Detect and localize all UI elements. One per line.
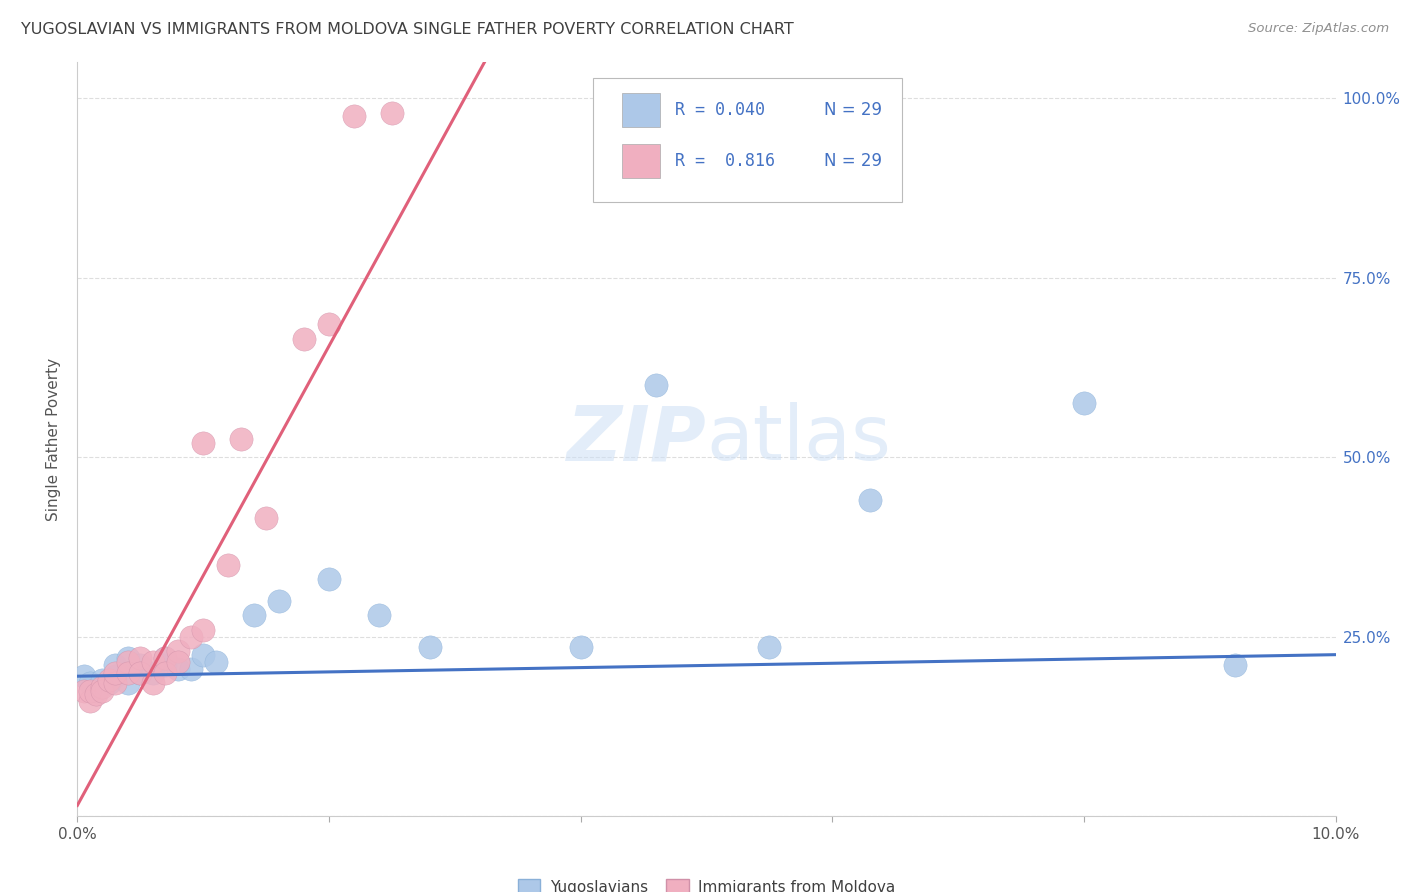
- Point: [204, 655, 226, 669]
- Y-axis label: Single Father Poverty: Single Father Poverty: [46, 358, 62, 521]
- Point: [318, 318, 340, 332]
- Point: [318, 572, 340, 586]
- Text: YUGOSLAVIAN VS IMMIGRANTS FROM MOLDOVA SINGLE FATHER POVERTY CORRELATION CHART: YUGOSLAVIAN VS IMMIGRANTS FROM MOLDOVA S…: [21, 22, 794, 37]
- Point: [569, 640, 592, 655]
- Point: [117, 655, 139, 669]
- Point: [104, 676, 127, 690]
- Point: [142, 665, 165, 680]
- Point: [191, 623, 215, 637]
- Point: [97, 676, 120, 690]
- Point: [155, 651, 177, 665]
- Point: [117, 665, 139, 680]
- Point: [72, 669, 94, 683]
- Point: [180, 662, 202, 676]
- Point: [381, 105, 404, 120]
- Point: [191, 436, 215, 450]
- Point: [368, 608, 391, 623]
- Point: [79, 694, 101, 708]
- Point: [292, 332, 315, 346]
- Point: [104, 669, 127, 683]
- Point: [97, 673, 120, 687]
- Point: [343, 109, 366, 123]
- Point: [229, 433, 252, 447]
- Text: Source: ZipAtlas.com: Source: ZipAtlas.com: [1249, 22, 1389, 36]
- Point: [1223, 658, 1246, 673]
- Point: [79, 676, 101, 690]
- Point: [155, 651, 177, 665]
- Point: [254, 511, 277, 525]
- Point: [217, 558, 239, 572]
- Point: [191, 648, 215, 662]
- Point: [72, 683, 94, 698]
- Point: [129, 665, 152, 680]
- Point: [645, 378, 668, 392]
- Text: N = 29: N = 29: [824, 153, 882, 170]
- Text: N = 29: N = 29: [824, 101, 882, 119]
- Point: [155, 665, 177, 680]
- Point: [1073, 396, 1095, 410]
- Point: [84, 683, 107, 698]
- Point: [91, 683, 114, 698]
- Point: [79, 683, 101, 698]
- Point: [104, 665, 127, 680]
- Point: [155, 658, 177, 673]
- Point: [117, 651, 139, 665]
- Text: atlas: atlas: [707, 402, 891, 476]
- Text: ZIP: ZIP: [567, 402, 707, 476]
- Point: [117, 676, 139, 690]
- Point: [267, 594, 290, 608]
- Point: [142, 655, 165, 669]
- Point: [129, 658, 152, 673]
- Point: [104, 658, 127, 673]
- Point: [84, 687, 107, 701]
- Point: [142, 676, 165, 690]
- FancyBboxPatch shape: [623, 145, 659, 178]
- Point: [91, 673, 114, 687]
- Point: [180, 630, 202, 644]
- FancyBboxPatch shape: [593, 78, 901, 202]
- Legend: Yugoslavians, Immigrants from Moldova: Yugoslavians, Immigrants from Moldova: [512, 872, 901, 892]
- Point: [167, 662, 190, 676]
- FancyBboxPatch shape: [623, 93, 659, 127]
- Point: [859, 493, 882, 508]
- Point: [758, 640, 780, 655]
- Point: [91, 680, 114, 694]
- Text: R = 0.040: R = 0.040: [675, 101, 765, 119]
- Point: [129, 651, 152, 665]
- Point: [242, 608, 264, 623]
- Point: [167, 644, 190, 658]
- Point: [129, 665, 152, 680]
- Text: R =  0.816: R = 0.816: [675, 153, 775, 170]
- Point: [419, 640, 441, 655]
- Point: [167, 655, 190, 669]
